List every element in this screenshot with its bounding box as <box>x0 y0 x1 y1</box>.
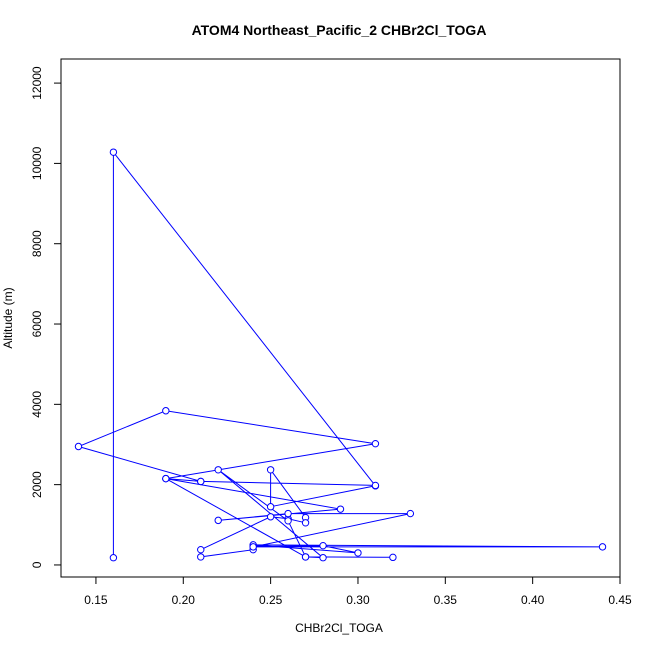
y-tick-label: 4000 <box>30 391 44 418</box>
data-point <box>74 442 83 451</box>
data-point <box>301 553 310 561</box>
x-tick-label: 0.40 <box>521 593 545 607</box>
data-point <box>214 516 222 525</box>
x-tick-label: 0.15 <box>84 593 108 607</box>
data-point <box>109 148 118 156</box>
chart-title: ATOM4 Northeast_Pacific_2 CHBr2Cl_TOGA <box>192 22 487 38</box>
data-point <box>284 517 292 525</box>
data-point <box>266 513 275 521</box>
data-point <box>197 477 205 486</box>
data-point <box>197 545 205 554</box>
y-tick-label: 6000 <box>30 310 44 337</box>
x-tick-label: 0.25 <box>259 593 283 607</box>
data-point <box>336 505 345 513</box>
y-tick-label: 2000 <box>30 471 44 498</box>
data-point <box>266 466 275 474</box>
x-tick-label: 0.20 <box>172 593 196 607</box>
series-line <box>76 150 603 559</box>
data-point <box>197 553 205 561</box>
data-point <box>162 407 170 415</box>
y-tick-label: 12000 <box>30 66 44 100</box>
x-axis: 0.15 0.20 0.25 0.30 0.35 0.40 0.45 <box>84 576 632 607</box>
data-point <box>301 519 310 527</box>
y-axis: 0 2000 4000 6000 8000 10000 12000 <box>30 66 62 568</box>
plot-frame <box>60 58 621 578</box>
y-tick-label: 0 <box>30 561 44 568</box>
x-tick-label: 0.30 <box>346 593 370 607</box>
data-point <box>249 543 257 551</box>
data-point <box>354 549 362 557</box>
x-tick-label: 0.35 <box>434 593 458 607</box>
data-point <box>109 554 118 562</box>
data-point <box>319 541 327 550</box>
data-point <box>371 439 380 448</box>
data-point <box>214 466 222 474</box>
plot-series <box>74 148 607 562</box>
data-point <box>266 503 275 511</box>
data-point <box>389 553 397 562</box>
data-point <box>371 481 380 490</box>
y-tick-label: 10000 <box>30 146 44 180</box>
y-tick-label: 8000 <box>30 230 44 257</box>
data-point <box>406 509 415 518</box>
data-point <box>284 509 292 518</box>
data-point <box>162 474 170 483</box>
x-tick-label: 0.45 <box>608 593 632 607</box>
data-point <box>319 554 327 562</box>
x-axis-label: CHBr2Cl_TOGA <box>295 621 383 635</box>
data-point <box>598 543 607 551</box>
y-axis-label: Altitude (m) <box>1 287 15 348</box>
